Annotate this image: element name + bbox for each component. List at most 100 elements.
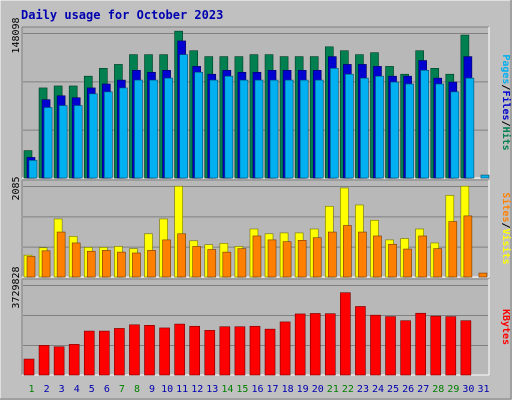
day-label-14: 14 [221,384,233,395]
legend-visits: Sites/Visits [500,192,512,264]
bar-pages-day-23 [360,77,369,179]
day-label-4: 4 [74,384,80,395]
bar-kbytes-day-18 [279,321,291,376]
bar-pages-day-29 [450,91,460,179]
legend-hits: Pages/Files/Hits [500,54,512,150]
legend-entry: / [500,121,511,127]
bar-pages-day-4 [73,105,83,179]
bar-pages-day-21 [329,68,339,179]
day-label-22: 22 [342,384,354,395]
day-label-24: 24 [372,384,384,395]
bar-kbytes-day-23 [355,306,366,376]
bar-sites-day-27 [418,235,427,278]
bar-kbytes-day-29 [445,316,457,376]
bar-kbytes-day-24 [370,314,381,376]
bar-pages-day-1 [28,160,38,179]
bar-pages-day-31 [480,174,490,179]
bar-pages-day-7 [119,87,128,179]
bar-pages-day-2 [43,107,53,179]
max-value-label: 148098 [11,17,22,53]
bar-kbytes-day-21 [324,313,336,376]
bar-pages-day-14 [224,75,234,179]
panels: 148098Pages/Files/Hits2085Sites/Visits37… [11,17,512,376]
bar-kbytes-day-19 [294,313,306,376]
bar-sites-day-19 [297,240,307,278]
legend-entry: Pages [500,54,511,84]
day-label-2: 2 [44,384,50,395]
day-label-10: 10 [161,384,173,395]
bar-pages-day-15 [239,79,249,179]
bar-pages-day-6 [104,91,113,179]
day-label-26: 26 [402,384,414,395]
panel-visits: 2085 Sites/Visits [11,176,512,278]
day-label-31: 31 [477,384,489,395]
bar-pages-day-28 [435,83,445,179]
panel-kbytes: 3729828 KBytes [11,266,511,376]
day-label-23: 23 [357,384,369,395]
bar-pages-day-18 [284,79,294,179]
max-value-label: 2085 [11,176,22,200]
bar-kbytes-day-10 [159,327,170,376]
legend-entry: KBytes [500,309,511,345]
bar-kbytes-day-2 [38,345,50,376]
bar-pages-day-3 [58,105,68,179]
bar-sites-day-30 [463,215,473,278]
bar-sites-day-11 [177,233,186,278]
bar-pages-day-30 [465,77,475,179]
bar-sites-day-28 [433,248,443,278]
bar-sites-day-9 [147,250,156,278]
bar-kbytes-day-15 [234,326,246,376]
day-label-15: 15 [236,384,248,395]
bar-sites-day-25 [388,243,397,278]
bar-kbytes-day-28 [430,315,442,376]
bar-sites-day-18 [282,241,292,278]
bar-sites-day-3 [56,231,66,278]
bar-pages-day-17 [269,79,279,179]
bar-kbytes-day-1 [23,358,35,376]
bar-kbytes-day-8 [129,324,140,376]
day-label-29: 29 [447,384,459,395]
bar-kbytes-day-14 [219,326,231,376]
bar-kbytes-day-27 [415,312,426,376]
bar-sites-day-2 [41,250,51,278]
bar-pages-day-20 [314,79,324,179]
day-label-5: 5 [89,384,95,395]
bar-sites-day-24 [373,235,382,278]
bar-sites-day-16 [252,235,262,278]
day-label-6: 6 [104,384,110,395]
bar-kbytes-day-16 [249,325,261,376]
bar-kbytes-day-9 [144,324,155,376]
bar-pages-day-16 [254,79,264,179]
bar-kbytes-day-20 [309,313,321,376]
bar-sites-day-22 [343,225,352,278]
day-label-13: 13 [206,384,218,395]
bar-pages-day-22 [345,73,354,179]
bar-kbytes-day-12 [189,325,201,376]
bar-kbytes-day-4 [68,344,80,376]
bar-kbytes-day-6 [99,330,110,376]
bar-sites-day-21 [327,231,337,278]
bar-pages-day-19 [299,79,309,179]
day-label-18: 18 [282,384,294,395]
bar-sites-day-4 [71,242,81,278]
bar-kbytes-day-17 [264,328,276,376]
bar-kbytes-day-11 [174,323,185,376]
bar-sites-day-31 [478,272,488,278]
bar-sites-day-6 [102,250,111,278]
bar-pages-day-24 [375,75,384,179]
bar-pages-day-11 [179,54,188,179]
legend-entry: Files [500,90,512,120]
bar-pages-day-26 [405,83,414,179]
bar-sites-day-17 [267,239,277,278]
bar-sites-day-8 [132,252,141,278]
bar-kbytes-day-5 [83,330,95,376]
bar-sites-day-29 [448,221,458,278]
day-label-27: 27 [417,384,429,395]
day-label-19: 19 [297,384,309,395]
day-labels: 1 2 3 4 5 6 7 8 9 10 11 12 13 14 15 16 17 18 19 20 21 22 23 24 2… [29,384,490,395]
bar-sites-day-15 [237,248,247,278]
max-value-label: 3729828 [11,266,22,308]
day-label-1: 1 [29,384,35,395]
